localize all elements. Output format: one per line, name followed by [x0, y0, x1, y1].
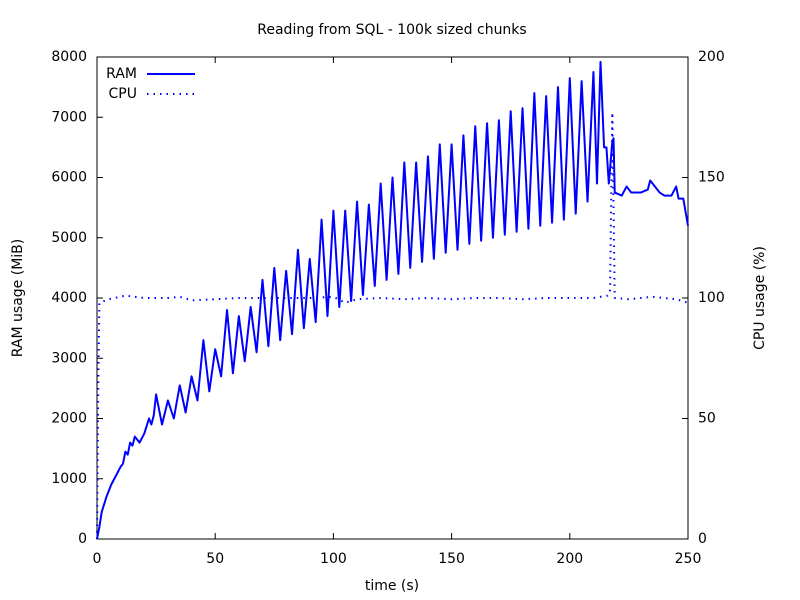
- y-tick-label: 3000: [51, 350, 87, 366]
- y-tick-label: 2000: [51, 411, 87, 427]
- series-line: [96, 60, 689, 540]
- y-tick-label: 8000: [51, 49, 87, 65]
- chart-title: Reading from SQL - 100k sized chunks: [257, 22, 526, 38]
- x-tick-label: 0: [93, 551, 102, 567]
- x-tick-label: 100: [320, 551, 347, 567]
- x-axis-label: time (s): [365, 578, 419, 594]
- y-tick-label: 0: [78, 531, 87, 547]
- y2-tick-label: 100: [698, 290, 725, 306]
- legend-label: RAM: [106, 66, 137, 82]
- y-tick-label: 7000: [51, 109, 87, 125]
- y-axis-label: RAM usage (MiB): [10, 239, 26, 357]
- y2-axis-label: CPU usage (%): [752, 246, 768, 350]
- y2-tick-label: 150: [698, 170, 725, 186]
- y-tick-label: 1000: [51, 471, 87, 487]
- y2-tick-label: 0: [698, 531, 707, 547]
- y-tick-label: 5000: [51, 230, 87, 246]
- y-tick-label: 4000: [51, 290, 87, 306]
- x-tick-label: 150: [438, 551, 465, 567]
- y2-tick-label: 50: [698, 411, 716, 427]
- x-tick-label: 50: [206, 551, 224, 567]
- y-tick-label: 6000: [51, 170, 87, 186]
- series-line: [96, 111, 689, 540]
- legend-label: CPU: [109, 86, 137, 102]
- x-tick-label: 250: [675, 551, 702, 567]
- x-tick-label: 200: [556, 551, 583, 567]
- y2-tick-label: 200: [698, 49, 725, 65]
